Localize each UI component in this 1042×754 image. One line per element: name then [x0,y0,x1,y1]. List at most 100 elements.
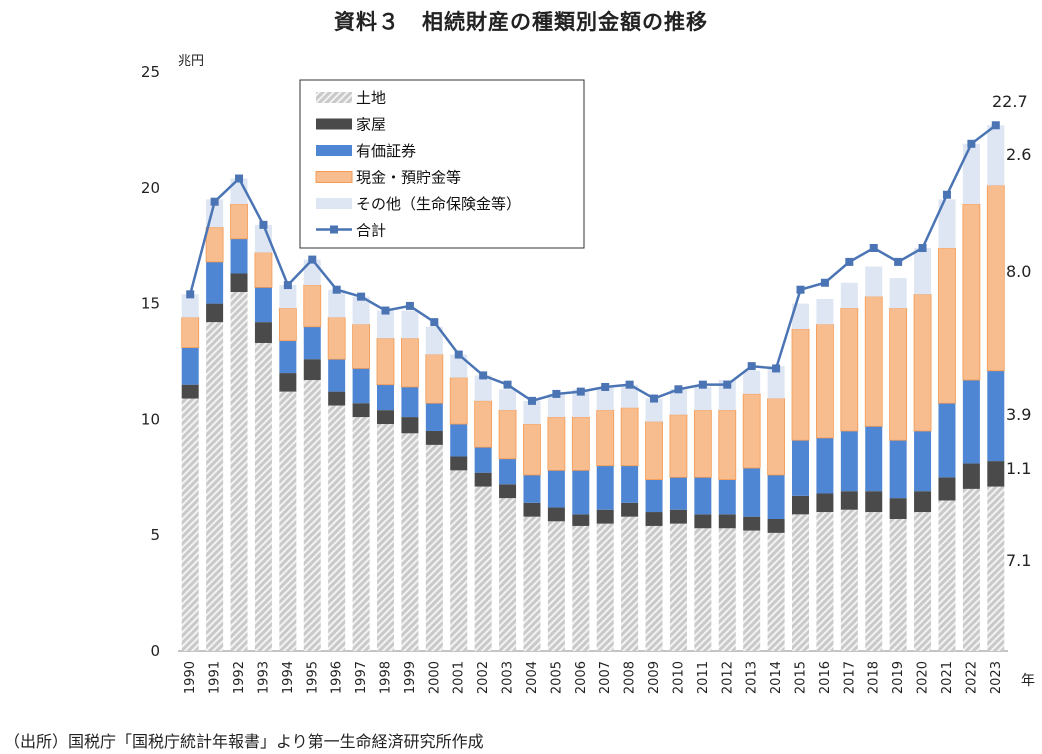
x-tick-label: 2020 [916,661,931,694]
total-marker [894,257,903,266]
bar-cash [791,328,810,441]
bar-other [889,278,907,309]
bar-house [792,495,809,515]
bar-other [352,296,370,325]
bar-land [401,433,419,651]
bar-house [474,472,492,487]
total-marker [454,350,463,359]
bar-securities [792,440,809,496]
total-marker [283,281,292,290]
bar-securities [816,437,834,494]
x-tick-label: 2001 [452,661,467,694]
bar-cash [376,337,395,386]
bar-land [303,380,321,651]
bar-house [450,456,468,471]
bar-land [547,521,565,651]
bar-house [596,509,614,524]
bar-land [669,523,687,651]
x-unit-label: 年 [1021,673,1035,689]
bar-securities [230,238,248,274]
bar-land [474,486,492,651]
bar-land [840,509,858,651]
total-line [188,124,997,403]
bar-securities [865,426,883,492]
axes: 0 5 10 15 20 25 1990 1991 1992 1993 1994 1995 1996 19… [141,63,1008,694]
x-tick-label: 1995 [305,661,320,694]
bar-land [596,523,614,651]
bar-house [206,303,224,323]
bar-cash [620,407,639,467]
bar-house [816,493,834,513]
x-tick-label: 2004 [525,661,540,694]
bar-cash [254,252,273,288]
total-marker [650,394,659,403]
bar-other [694,386,712,411]
bar-cash [547,416,566,471]
bar-cash [352,324,370,369]
legend-label-land: 土地 [356,89,386,107]
bar-other [669,389,687,415]
legend-swatch-other [316,198,352,209]
x-tick-label: 2018 [867,661,882,694]
x-tick-label: 2011 [696,661,711,694]
bar-other [767,366,785,399]
bar-cash [840,307,859,432]
bar-securities [206,261,224,304]
bar-land [523,516,541,651]
bar-other [987,125,1005,186]
bar-other [181,294,199,318]
bar-securities [279,340,297,374]
x-tick-label: 1994 [281,661,296,694]
bar-house [499,484,517,499]
annotation-other-2023: 2.6 [1006,145,1031,164]
bar-house [425,430,443,445]
bar-house [865,491,883,513]
bar-land [254,342,272,651]
legend-label-house: 家屋 [356,116,386,134]
total-marker [332,285,341,294]
total-marker [308,255,317,264]
total-marker [503,380,512,389]
bar-cash [718,409,737,481]
legend-swatch-house [316,118,352,130]
bar-other [718,380,736,411]
bar-securities [547,470,565,508]
bar-cash [962,203,981,381]
bar-cash [425,354,444,404]
x-tick-label: 1997 [354,661,369,694]
bar-securities [621,465,639,503]
bar-land [206,322,224,651]
bar-cash [474,400,493,448]
bar-land [816,512,834,651]
bar-land [962,488,980,651]
bar-house [279,373,297,392]
bar-land [987,486,1005,651]
bar-house [621,502,639,517]
bar-series [181,125,1005,651]
bar-cash [303,284,322,328]
bar-cash [938,247,956,404]
legend-swatch-land [316,92,352,103]
bar-land [718,528,736,651]
legend-swatch-cash [315,171,353,183]
total-marker [845,257,854,266]
total-marker [259,220,268,229]
bar-cash [767,398,785,476]
bar-other [328,289,346,318]
bar-land [450,470,468,651]
bar-land [328,405,346,651]
bar-securities [962,380,980,464]
total-marker [576,387,585,396]
bar-house [377,410,394,425]
x-tick-label: 2010 [671,661,686,694]
bar-land [792,514,809,651]
total-marker [552,389,561,398]
annotations: 22.7 2.6 8.0 3.9 1.1 7.1 [992,92,1031,570]
bar-securities [254,287,272,323]
bar-securities [499,458,517,485]
bar-cash [816,324,834,439]
bar-securities [645,479,663,513]
bar-other [645,398,663,422]
annotation-cash-2023: 8.0 [1006,262,1031,281]
